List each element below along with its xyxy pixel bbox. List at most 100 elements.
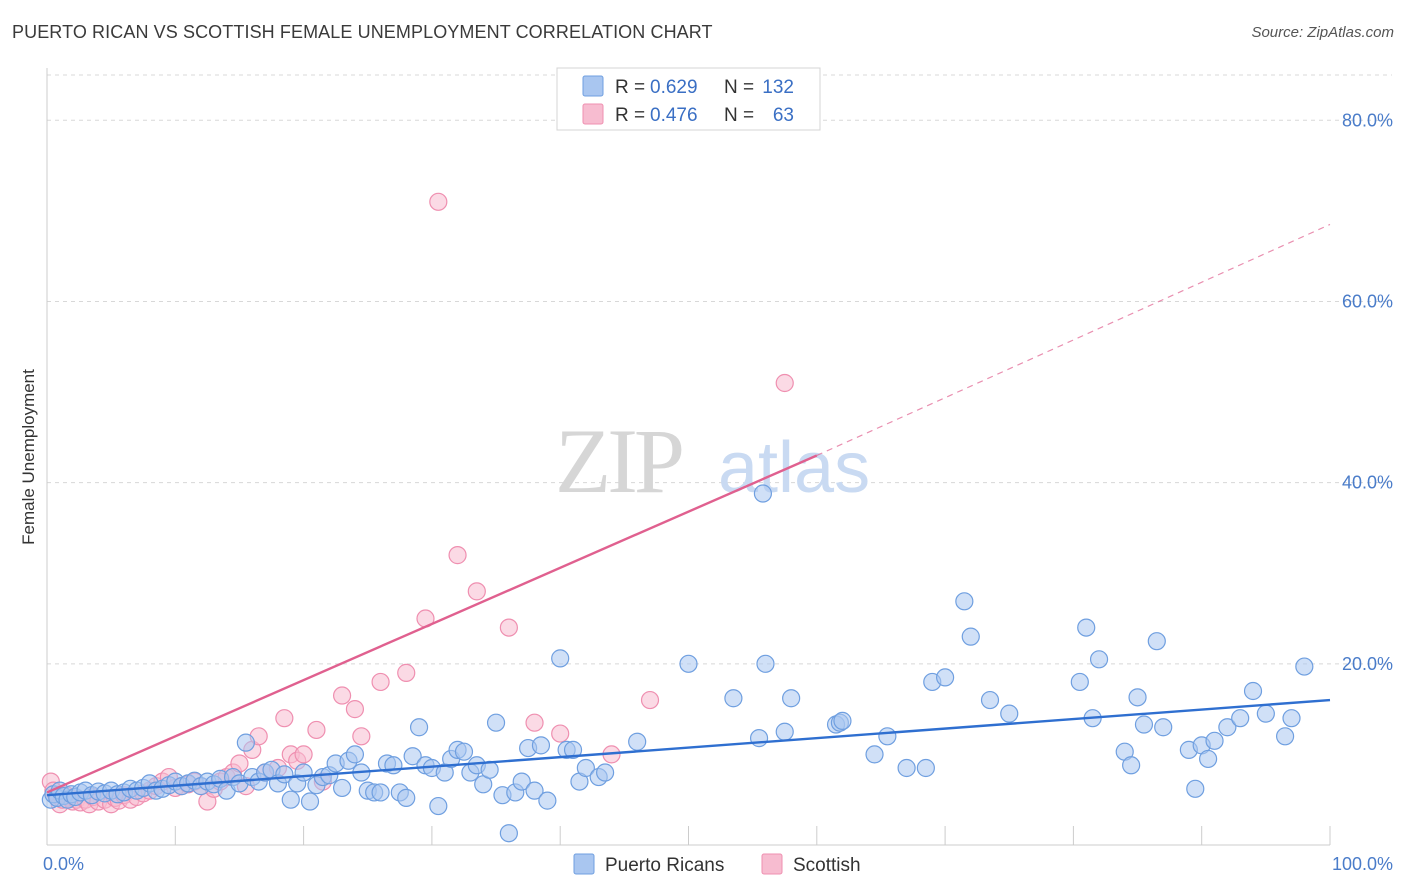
scottish-point	[467, 582, 486, 601]
puerto-rican-point	[371, 783, 390, 802]
puerto-rican-point	[782, 689, 801, 708]
puerto-rican-point	[281, 790, 300, 809]
axes	[46, 68, 1331, 846]
legend-n-label: N =	[724, 105, 754, 126]
puerto-rican-point	[486, 713, 506, 732]
scottish-point	[275, 709, 294, 728]
puerto-rican-point	[1122, 756, 1141, 775]
legend-swatch-blue	[582, 75, 604, 97]
puerto-rican-point	[961, 627, 980, 646]
puerto-rican-point	[1218, 718, 1237, 737]
gridlines	[47, 74, 1392, 665]
puerto-rican-point	[1275, 727, 1295, 746]
scottish-point	[352, 727, 371, 746]
puerto-rican-point	[596, 763, 615, 782]
puerto-rican-point	[955, 592, 974, 611]
scottish-point	[345, 700, 365, 719]
puerto-rican-point	[1205, 731, 1224, 750]
scottish-point	[775, 373, 794, 393]
puerto-rican-point	[753, 484, 773, 503]
puerto-rican-point	[1256, 704, 1275, 723]
puerto-rican-point	[916, 758, 935, 778]
puerto-rican-point	[1000, 704, 1019, 723]
puerto-rican-trendline	[46, 698, 1331, 797]
puerto-rican-point	[397, 788, 416, 807]
puerto-rican-point	[332, 778, 352, 798]
puerto-rican-point	[525, 781, 544, 800]
legend-r-label: R =	[615, 77, 645, 98]
puerto-rican-point	[236, 733, 255, 752]
puerto-rican-point	[1186, 779, 1205, 798]
series-legend: Puerto Ricans Scottish	[573, 853, 861, 876]
scottish-trendline-extension	[816, 223, 1331, 457]
legend-swatch-blue[interactable]	[573, 853, 595, 875]
legend-r-value: 0.476	[650, 105, 698, 126]
scottish-point	[371, 672, 390, 692]
puerto-rican-point	[833, 711, 852, 730]
scottish-trendline	[46, 454, 818, 794]
watermark: ZIP atlas	[555, 410, 870, 512]
puerto-rican-point	[865, 745, 884, 764]
scottish-point	[499, 618, 518, 637]
puerto-rican-point	[512, 772, 531, 791]
puerto-rican-point	[980, 690, 1000, 710]
legend-label-pink[interactable]: Scottish	[793, 855, 861, 876]
legend-n-value: 132	[762, 77, 794, 98]
source-credit: Source: ZipAtlas.com	[1251, 24, 1394, 41]
scottish-point	[429, 192, 448, 211]
puerto-rican-point	[531, 736, 551, 755]
puerto-rican-point	[294, 763, 313, 782]
puerto-rican-point	[403, 747, 422, 766]
chart-title: PUERTO RICAN VS SCOTTISH FEMALE UNEMPLOY…	[12, 22, 713, 42]
puerto-rican-point	[576, 758, 595, 778]
legend-swatch-pink[interactable]	[761, 853, 783, 875]
puerto-rican-point	[1147, 632, 1166, 651]
puerto-rican-point	[1128, 688, 1147, 707]
scottish-point	[448, 546, 467, 565]
puerto-rican-point	[749, 729, 769, 748]
legend-r-label: R =	[615, 105, 645, 126]
puerto-rican-point	[679, 654, 698, 673]
y-tick-label: 20.0%	[1342, 654, 1393, 674]
puerto-rican-point	[1199, 749, 1218, 769]
puerto-rican-point	[878, 727, 897, 746]
legend-swatch-pink	[582, 103, 604, 125]
legend-n-label: N =	[724, 77, 754, 98]
puerto-rican-point	[1089, 650, 1109, 669]
y-tick-label: 80.0%	[1342, 110, 1393, 130]
puerto-rican-point	[563, 740, 583, 759]
legend-n-value: 63	[773, 105, 794, 126]
legend-label-blue[interactable]: Puerto Ricans	[605, 855, 724, 876]
puerto-rican-point	[409, 718, 429, 737]
puerto-rican-point	[538, 791, 557, 810]
watermark-zip: ZIP	[555, 410, 682, 512]
x-tick-label: 100.0%	[1332, 854, 1393, 874]
puerto-rican-point	[454, 742, 474, 761]
puerto-rican-point	[1070, 672, 1089, 692]
puerto-rican-point	[724, 689, 743, 708]
scottish-point	[525, 713, 544, 732]
scottish-point	[640, 690, 660, 710]
puerto-rican-point	[1134, 715, 1154, 734]
puerto-rican-point	[628, 732, 647, 751]
y-tick-label: 40.0%	[1342, 473, 1393, 493]
trendlines	[46, 223, 1331, 797]
stats-legend: R = 0.629 N = 132 R = 0.476 N = 63	[556, 67, 821, 131]
puerto-rican-point	[1231, 709, 1250, 728]
puerto-rican-point	[345, 745, 365, 764]
watermark-atlas: atlas	[718, 428, 870, 508]
y-axis-label: Female Unemployment	[19, 369, 38, 545]
puerto-rican-point	[300, 792, 320, 811]
scottish-point	[307, 720, 326, 740]
puerto-rican-point	[499, 824, 518, 843]
x-tick-label: 0.0%	[43, 854, 84, 874]
y-tick-label: 60.0%	[1342, 291, 1393, 311]
puerto-rican-point	[897, 758, 916, 778]
scottish-point	[294, 745, 313, 764]
legend-r-value: 0.629	[650, 77, 698, 98]
puerto-rican-point	[1282, 709, 1301, 728]
puerto-rican-point	[1154, 718, 1173, 737]
puerto-rican-point	[429, 796, 448, 816]
puerto-rican-point	[384, 756, 403, 775]
